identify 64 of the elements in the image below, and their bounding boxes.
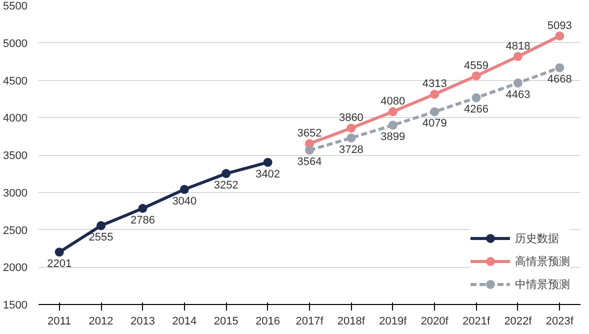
point [346,124,356,133]
data-label: 3402 [256,168,280,180]
data-label: 3728 [338,144,364,156]
y-tick-label: 2500 [3,224,28,237]
point [472,71,481,80]
point [388,120,398,130]
point [263,158,272,167]
y-tick-label: 5000 [3,38,28,50]
point [430,107,440,116]
data-label: 3040 [172,195,197,208]
y-tick-label: 3000 [3,187,28,200]
point [346,133,356,142]
legend-label: 高情景预测 [515,254,570,268]
point [472,93,481,102]
y-tick-label: 3500 [3,150,28,162]
x-tick-label: 2011 [48,316,72,328]
point [555,31,564,40]
x-tick-label: 2014 [172,316,197,328]
x-tick-label: 2023f [546,316,574,328]
data-label: 2786 [130,214,155,226]
data-label: 4080 [380,96,406,108]
x-tick-label: 2020f [420,316,450,328]
point [388,107,398,116]
x-tick-label: 2022f [504,316,533,328]
y-tick-label: 4000 [3,112,28,125]
data-label: 3252 [214,180,238,192]
data-label: 4313 [422,78,447,90]
data-label: 3899 [380,131,406,144]
data-label: 4463 [506,89,530,102]
data-label: 5093 [547,20,572,32]
data-label: 4818 [506,40,530,52]
point [138,204,148,213]
data-label: 3652 [297,128,322,140]
point [180,184,189,194]
point [54,248,64,257]
data-label: 2555 [88,232,114,244]
point [96,221,106,230]
x-tick-label: 2019f [379,316,408,328]
data-label: 3564 [297,156,322,168]
point [513,78,522,88]
y-tick-label: 5500 [3,0,28,12]
data-label: 2201 [47,258,72,270]
point [222,169,231,178]
data-label: 4559 [464,60,489,72]
data-label: 3860 [338,112,364,124]
point [513,52,522,61]
y-tick-label: 1500 [3,300,28,312]
x-tick-label: 2013 [130,316,155,328]
legend-label: 中情景预测 [515,276,570,292]
x-tick-label: 2021f [462,316,491,328]
data-label: 4668 [547,74,572,86]
x-tick-label: 2018f [337,316,366,328]
y-tick-label: 4500 [3,75,28,88]
x-tick-label: 2016 [256,316,280,328]
legend-label: 历史数据 [515,230,559,246]
x-tick-label: 2012 [88,316,114,328]
x-tick-label: 2017f [296,316,324,328]
y-tick-label: 2000 [3,262,28,274]
data-label: 4266 [464,104,489,116]
point [430,90,440,99]
data-label: 4079 [422,118,447,130]
point [305,146,314,155]
point [555,63,564,72]
x-tick-label: 2015 [214,316,238,328]
